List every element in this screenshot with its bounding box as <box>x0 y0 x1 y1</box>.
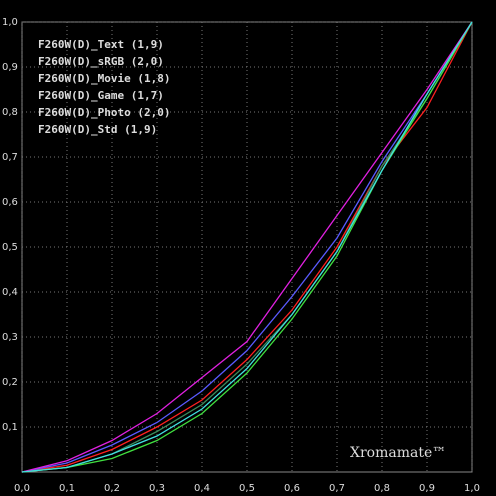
y-tick-label: 0,1 <box>2 422 18 433</box>
annotation: Xromamate™ <box>350 445 446 461</box>
legend-entry: F260W(D)_sRGB (2,0) <box>38 55 164 68</box>
x-tick-label: 0,2 <box>104 483 120 494</box>
x-tick-label: 1,0 <box>464 483 480 494</box>
legend-entry: F260W(D)_Movie (1,8) <box>38 72 170 85</box>
x-tick-label: 0,0 <box>14 483 30 494</box>
y-tick-label: 0,3 <box>2 332 18 343</box>
x-tick-label: 0,1 <box>59 483 75 494</box>
y-tick-label: 1,0 <box>2 17 18 28</box>
y-tick-label: 0,6 <box>2 197 18 208</box>
series-line <box>21 21 473 473</box>
x-tick-label: 0,7 <box>329 483 345 494</box>
x-tick-label: 0,6 <box>284 483 300 494</box>
series-line <box>21 21 473 473</box>
legend-entry: F260W(D)_Photo (2,0) <box>38 106 170 119</box>
series-line <box>21 21 473 473</box>
x-tick-label: 0,9 <box>419 483 435 494</box>
x-tick-label: 0,3 <box>149 483 165 494</box>
x-tick-label: 0,8 <box>374 483 390 494</box>
y-tick-label: 0,8 <box>2 107 18 118</box>
legend-entry: F260W(D)_Std (1,9) <box>38 123 157 136</box>
y-tick-label: 0,7 <box>2 152 18 163</box>
y-tick-label: 0,9 <box>2 62 18 73</box>
y-tick-label: 0,4 <box>2 287 18 298</box>
legend-entry: F260W(D)_Game (1,7) <box>38 89 164 102</box>
y-tick-label: 0,5 <box>2 242 18 253</box>
legend-entry: F260W(D)_Text (1,9) <box>38 38 164 51</box>
x-tick-label: 0,5 <box>239 483 255 494</box>
series-line <box>21 21 473 473</box>
y-tick-label: 0,2 <box>2 377 18 388</box>
x-tick-label: 0,4 <box>194 483 210 494</box>
